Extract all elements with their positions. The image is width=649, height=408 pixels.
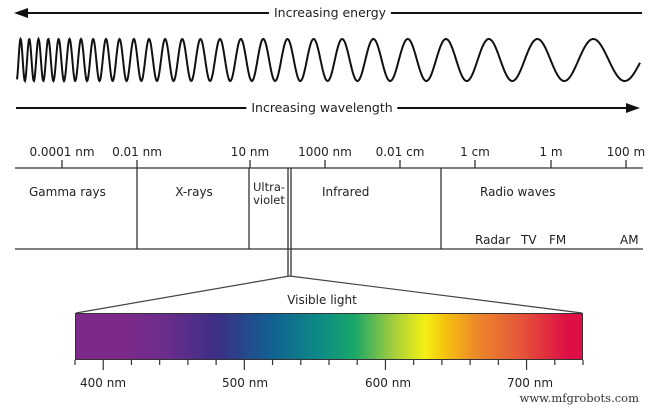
visible-ticks (74, 360, 584, 370)
scale-label: 1 m (539, 145, 563, 159)
visible-light-title: Visible light (287, 293, 357, 307)
band-tv: TV (521, 233, 537, 247)
scale-label: 1000 nm (298, 145, 352, 159)
visible-expansion-lines (75, 275, 583, 314)
region-gamma-rays: Gamma rays (29, 185, 106, 199)
visible-label-400: 400 nm (79, 376, 127, 390)
scale-label: 0.01 nm (112, 145, 162, 159)
watermark: www.mfgrobots.com (519, 391, 640, 405)
scale-ticks (61, 160, 627, 168)
scale-label: 1 cm (460, 145, 490, 159)
scale-label: 10 nm (230, 145, 270, 159)
band-am: AM (620, 233, 639, 247)
scale-label: 100 m (606, 145, 646, 159)
region-x-rays: X-rays (175, 185, 213, 199)
energy-label: Increasing energy (268, 6, 392, 20)
visible-label-700: 700 nm (506, 376, 554, 390)
region-infrared: Infrared (322, 185, 370, 199)
visible-label-500: 500 nm (221, 376, 269, 390)
visible-spectrum-bar (75, 313, 583, 360)
band-fm: FM (549, 233, 567, 247)
uv-line-1: Ultra- (252, 180, 286, 194)
arrowhead-left-icon (14, 8, 28, 18)
scale-label: 0.01 cm (375, 145, 425, 159)
wavelength-label: Increasing wavelength (246, 101, 398, 115)
visible-label-600: 600 nm (364, 376, 412, 390)
uv-line-2: violet (253, 193, 285, 207)
scale-band (15, 160, 643, 276)
region-ultraviolet: Ultra- violet (252, 181, 286, 207)
wave-icon (16, 36, 641, 84)
region-radio-waves: Radio waves (480, 185, 556, 199)
arrowhead-right-icon (626, 103, 640, 113)
band-radar: Radar (475, 233, 511, 247)
scale-label: 0.0001 nm (29, 145, 95, 159)
